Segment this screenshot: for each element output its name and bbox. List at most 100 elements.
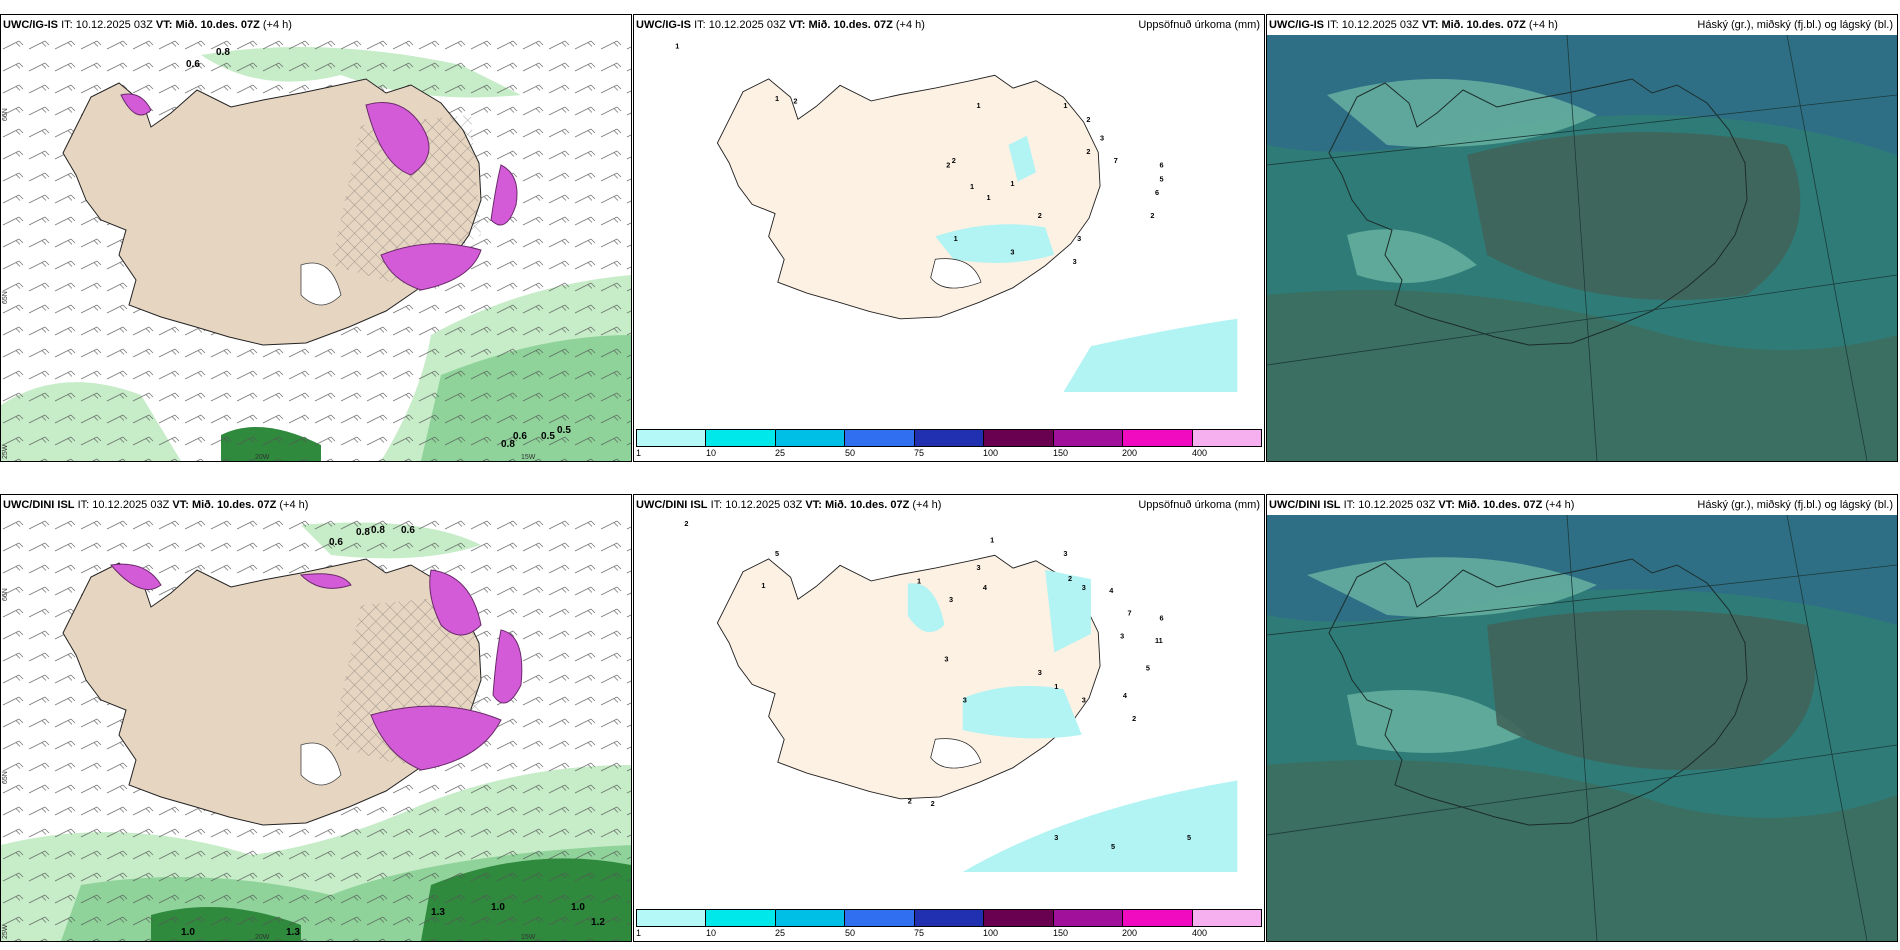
map-label: 1.0 [181,927,195,938]
map-label: 5 [1146,664,1150,673]
colorbar-bin [914,910,985,926]
map-label: 5 [1111,842,1115,851]
panel-title: Uppsöfnuð úrkoma (mm) [1138,19,1260,31]
panel-header: UWC/IG-IS IT: 10.12.2025 03Z VT: Mið. 10… [636,19,925,31]
map-label: 4 [1123,691,1128,700]
colorbar-bin [1123,910,1193,926]
colorbar-bin [637,910,707,926]
wind-precip-map[interactable]: 0.6 0.8 0.6 0.8 1.0 1.3 1.0 1.2 1.0 1.3 … [1,515,631,941]
map-label: 0.6 [186,59,200,70]
map-label: 5 [1160,174,1164,183]
map-label: 0.8 [356,527,370,538]
map-label: 1.2 [591,917,605,928]
cloud-cover-map[interactable] [1267,35,1897,461]
map-label: 2 [931,799,935,808]
panel-title: Háský (gr.), miðský (fj.bl.) og lágský (… [1697,19,1893,31]
colorbar-bin [637,430,707,446]
map-label: 0.8 [371,525,385,536]
colorbar-tick: 75 [914,448,925,458]
panel-header: UWC/DINI ISL IT: 10.12.2025 03Z VT: Mið.… [636,499,942,511]
colorbar-bin [1123,430,1193,446]
lon-label: 20W [255,454,270,461]
accum-precip-map[interactable]: 2 1 5 1 3 4 3 2 3 4 1 3 7 3 6 11 3 3 1 3… [634,515,1264,905]
map-label: 3 [976,563,980,572]
colorbar-bin [1192,430,1261,446]
colorbar-tick: 1 [636,448,642,458]
colorbar-tick: 200 [1122,928,1138,938]
map-label: 6 [1155,188,1159,197]
map-label: 2 [1150,211,1154,220]
map-label: 7 [1128,609,1132,618]
lat-label: 66N [2,588,9,601]
map-label: 1.3 [286,927,300,938]
map-label: 4 [1109,586,1114,595]
lat-label: 25W [2,444,9,459]
map-label: 3 [1063,549,1067,558]
colorbar-tick: 25 [775,448,786,458]
colorbar-bin [1192,910,1261,926]
map-label: 3 [1082,696,1086,705]
lat-label: 65N [2,291,9,304]
wind-precip-map[interactable]: 0.6 0.8 0.5 0.6 0.8 0.5 66N 65N 25W 20W … [1,35,631,461]
map-label: 1 [970,182,974,191]
map-label: 2 [1086,115,1090,124]
map-label: 1.3 [431,907,445,918]
map-label: 1.0 [491,902,505,913]
colorbar-bin [914,430,985,446]
cloud-cover-map[interactable] [1267,515,1897,941]
colorbar-tick: 150 [1053,928,1069,938]
accum-precip-map[interactable]: 1 1 2 1 1 2 3 7 2 1 2 1 1 6 5 6 2 2 1 3 … [634,35,1264,425]
map-label: 0.5 [557,425,571,436]
map-label: 1 [775,94,779,103]
map-label: 1 [1063,101,1067,110]
map-label: 3 [1054,833,1058,842]
panel-wind-precip-dini: UWC/DINI ISL IT: 10.12.2025 03Z VT: Mið.… [0,494,632,942]
lon-label: 15W [521,934,536,941]
colorbar-tick: 50 [845,448,856,458]
map-label: 1 [1054,682,1058,691]
map-label: 0.6 [329,537,343,548]
map-label: 7 [1114,156,1118,165]
colorbar-tick: 1 [636,928,642,938]
colorbar-bin [775,910,846,926]
map-label: 1 [917,577,921,586]
map-label: 3 [1077,234,1081,243]
colorbar-bin [1053,430,1124,446]
map-label: 1 [675,42,679,51]
colorbar-tick: 150 [1053,448,1069,458]
map-label: 2 [952,156,956,165]
colorbar-bin [984,430,1054,446]
map-label: 3 [944,654,948,663]
lon-label: 20W [255,934,270,941]
panel-cloud-cover-igis: UWC/IG-IS IT: 10.12.2025 03Z VT: Mið. 10… [1266,14,1898,462]
colorbar [636,909,1262,927]
colorbar-tick: 10 [706,928,717,938]
map-label: 2 [793,97,797,106]
panel-cloud-cover-dini: UWC/DINI ISL IT: 10.12.2025 03Z VT: Mið.… [1266,494,1898,942]
panel-wind-precip-igis: UWC/IG-IS IT: 10.12.2025 03Z VT: Mið. 10… [0,14,632,462]
panel-header: UWC/IG-IS IT: 10.12.2025 03Z VT: Mið. 10… [1269,19,1558,31]
map-label: 3 [1120,632,1124,641]
colorbar-ticks: 1 10 25 50 75 100 150 200 400 [636,448,1262,460]
map-label: 2 [1038,211,1042,220]
colorbar-tick: 100 [983,928,999,938]
colorbar-bin [775,430,846,446]
colorbar-bin [1053,910,1124,926]
map-label: 1 [990,535,994,544]
map-label: 1 [761,581,765,590]
map-label: 0.6 [401,525,415,536]
map-label: 3 [1100,133,1104,142]
panel-title: Uppsöfnuð úrkoma (mm) [1138,499,1260,511]
colorbar-tick: 100 [983,448,999,458]
lat-label: 66N [2,108,9,121]
colorbar-tick: 400 [1192,448,1208,458]
map-label: 2 [908,796,912,805]
colorbar-bin [706,430,776,446]
colorbar-tick: 50 [845,928,856,938]
map-label: 3 [1073,257,1077,266]
panel-accum-precip-dini: UWC/DINI ISL IT: 10.12.2025 03Z VT: Mið.… [633,494,1265,942]
panel-header: UWC/IG-IS IT: 10.12.2025 03Z VT: Mið. 10… [3,19,292,31]
map-label: 2 [1086,147,1090,156]
map-label: 5 [775,549,779,558]
map-label: 3 [949,595,953,604]
